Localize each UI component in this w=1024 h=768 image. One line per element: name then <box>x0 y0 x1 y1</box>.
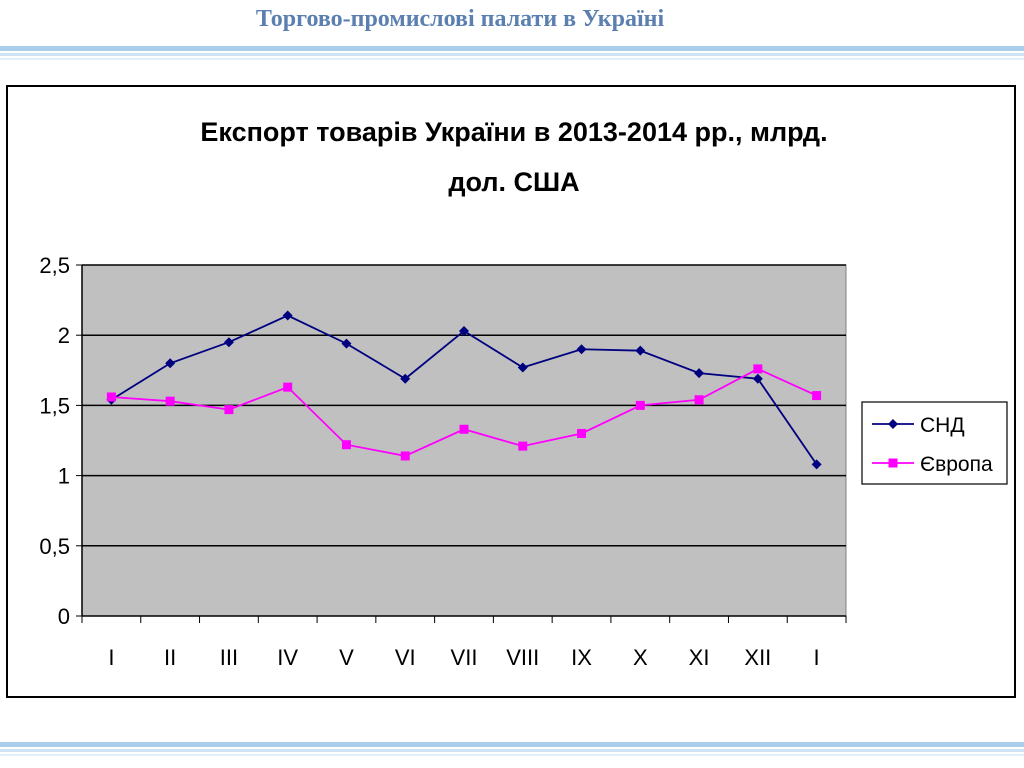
y-tick-label: 1 <box>58 464 70 489</box>
legend-marker <box>888 458 898 468</box>
y-tick-label: 1,5 <box>39 393 70 418</box>
series-2-point <box>224 405 234 415</box>
series-1-point <box>517 362 528 373</box>
series-2-point <box>635 400 645 410</box>
slide-title: Торгово-промислові палати в Україні <box>255 6 665 32</box>
series-1-point <box>752 373 763 384</box>
y-tick-label: 2,5 <box>39 253 70 278</box>
series-2-point <box>341 440 351 450</box>
series-2-point <box>165 396 175 406</box>
legend-label: Європа <box>920 453 993 476</box>
footer-divider <box>0 742 1024 760</box>
series-1-point <box>635 345 646 356</box>
series-1-point <box>341 338 352 349</box>
legend-marker <box>888 419 898 429</box>
x-tick-label: V <box>339 645 354 670</box>
series-1-point <box>811 459 822 470</box>
series-1-point <box>576 344 587 355</box>
legend-label: СНД <box>920 414 965 437</box>
series-1-point <box>694 368 705 379</box>
x-tick-label: VII <box>451 645 478 670</box>
x-tick-label: IV <box>277 645 298 670</box>
series-2-point <box>694 395 704 405</box>
series-2-point <box>577 428 587 438</box>
series-2-point <box>753 364 763 374</box>
y-tick-label: 2 <box>58 323 70 348</box>
chart-title-line-2: дол. США <box>448 167 580 197</box>
plot-area <box>81 264 847 617</box>
series-1-point <box>282 310 293 321</box>
x-tick-label: XII <box>744 645 771 670</box>
chart-frame: Експорт товарів України в 2013-2014 рр.,… <box>6 85 1016 698</box>
series-1-point <box>223 337 234 348</box>
series-1-point <box>165 358 176 369</box>
y-tick-label: 0 <box>58 604 70 629</box>
series-2-point <box>400 451 410 461</box>
chart-title-line-1: Експорт товарів України в 2013-2014 рр.,… <box>200 117 828 147</box>
x-tick-label: XI <box>689 645 710 670</box>
series-2-point <box>518 441 528 451</box>
legend <box>861 401 1008 485</box>
x-tick-label: VIII <box>506 645 539 670</box>
y-tick-label: 0,5 <box>39 534 70 559</box>
series-1-point <box>400 373 411 384</box>
series-2-point <box>459 424 469 434</box>
series-2-point <box>106 392 116 402</box>
series-1-point <box>459 325 469 336</box>
x-tick-label: X <box>633 645 648 670</box>
series-2-point <box>283 382 293 392</box>
x-tick-label: I <box>814 645 820 670</box>
x-tick-label: II <box>164 645 176 670</box>
x-tick-label: III <box>220 645 238 670</box>
x-tick-label: VI <box>395 645 416 670</box>
series-2-point <box>812 391 822 401</box>
header-divider <box>0 46 1024 64</box>
x-tick-label: IX <box>571 645 592 670</box>
x-tick-label: I <box>108 645 114 670</box>
line-chart: 00,511,522,5I II III IV V VI VII VIII IX X XI XII IС… <box>39 253 1008 670</box>
